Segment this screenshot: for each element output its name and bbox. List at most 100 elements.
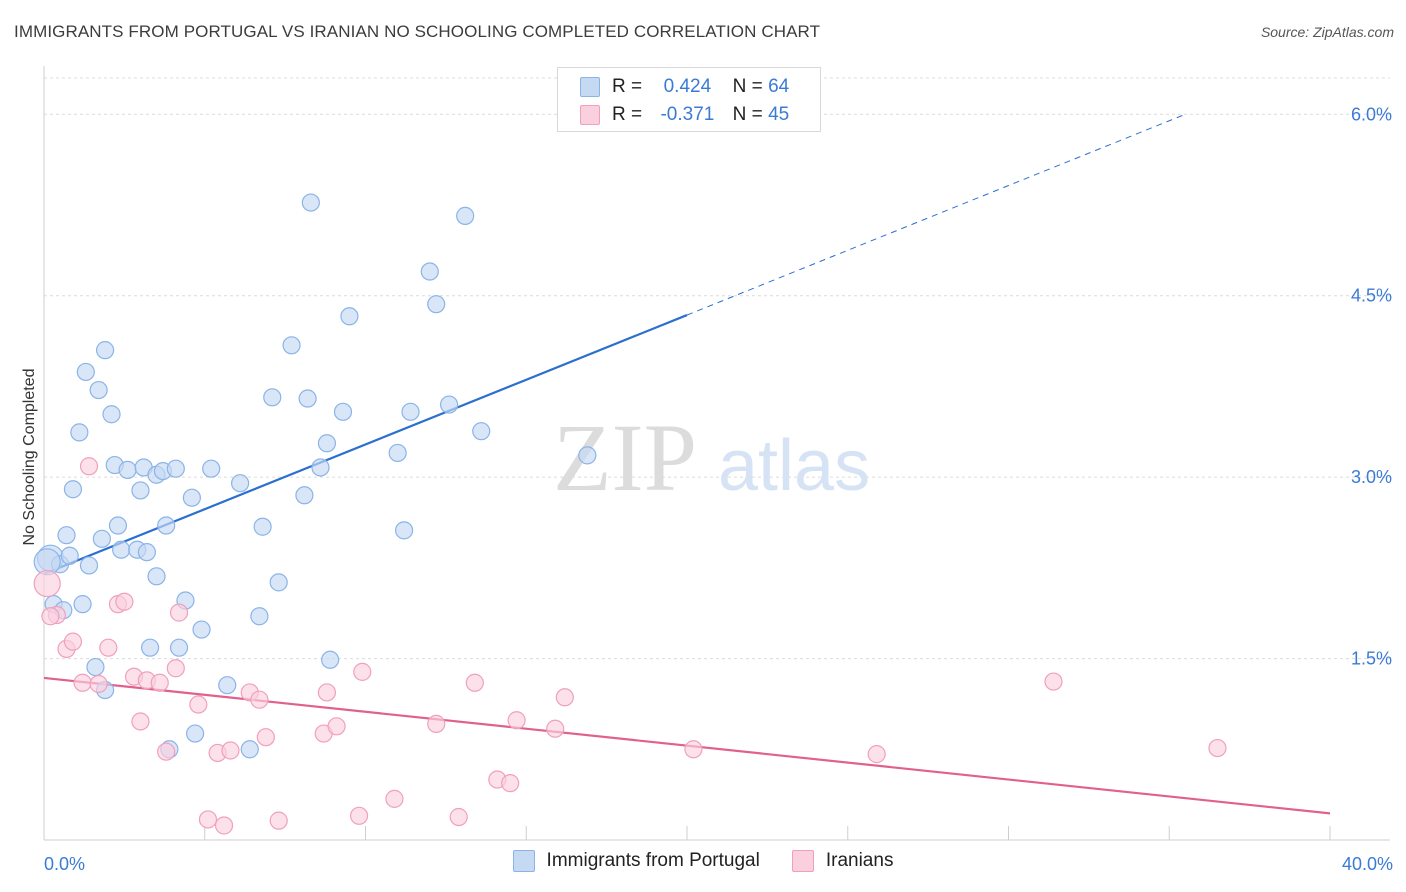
iranians-point: [198, 810, 218, 829]
r-value: -0.371: [660, 104, 715, 125]
portugal-point: [118, 460, 137, 479]
portugal-point: [147, 567, 166, 586]
portugal-point: [456, 206, 475, 225]
portugal-point: [137, 543, 156, 562]
portugal-point: [140, 638, 160, 657]
r-label: R =: [612, 104, 643, 125]
legend-label-iranians: Iranians: [825, 850, 894, 871]
iranians-legend-swatch: [791, 850, 814, 872]
portugal-point: [92, 529, 111, 548]
iranians-point: [214, 816, 234, 835]
iranians-point: [385, 789, 404, 808]
portugal-point: [295, 486, 314, 505]
chart-title: IMMIGRANTS FROM PORTUGAL VS IRANIAN NO S…: [14, 22, 821, 41]
legend-label-portugal: Immigrants from Portugal: [546, 850, 760, 871]
tick-labels: 1.5% 3.0% 4.5% 6.0% 0.0% 40.0%: [44, 104, 1393, 874]
iranians-point: [189, 695, 208, 714]
iranians-point: [555, 688, 574, 707]
iranians-point: [427, 714, 446, 733]
portugal-point: [63, 480, 83, 499]
portugal-trend-extension: [686, 113, 1186, 316]
portugal-point: [394, 521, 414, 540]
y-tick-label: 6.0%: [1351, 104, 1392, 124]
portugal-point: [388, 443, 407, 463]
iranians-point: [327, 717, 346, 736]
iranians-point: [221, 741, 240, 760]
portugal-point: [89, 380, 108, 400]
iranians-point: [546, 719, 565, 738]
portugal-point: [301, 193, 320, 212]
portugal-point: [231, 474, 250, 493]
portugal-point: [218, 676, 237, 695]
iranians-point: [250, 690, 269, 709]
legend-item-portugal: Immigrants from Portugal: [512, 850, 760, 872]
portugal-point: [192, 620, 211, 639]
n-label: N =: [732, 76, 763, 97]
portugal-point: [269, 573, 288, 592]
x-tick-label: 0.0%: [44, 854, 85, 874]
n-value: 45: [768, 104, 790, 125]
watermark-zip: ZIP: [553, 404, 697, 511]
portugal-point: [439, 395, 459, 414]
portugal-swatch: [580, 77, 600, 97]
stats-legend: R = 0.424 N = 64 R = -0.371 N = 45: [557, 67, 821, 132]
y-tick-label: 4.5%: [1351, 286, 1392, 306]
iranians-point: [63, 632, 83, 651]
legend-item-iranians: Iranians: [791, 850, 894, 872]
portugal-point: [73, 595, 92, 614]
r-label: R =: [612, 76, 643, 97]
portugal-point: [70, 423, 89, 442]
portugal-point: [401, 402, 420, 421]
portugal-point: [472, 422, 491, 441]
iranians-swatch: [580, 105, 600, 125]
iranians-point: [465, 673, 484, 692]
iranians-point: [349, 806, 369, 825]
portugal-point: [250, 607, 269, 626]
iranians-point: [684, 740, 703, 759]
iranians-point: [115, 592, 134, 611]
iranians-point: [99, 638, 118, 657]
iranians-point: [73, 673, 92, 692]
x-tick-label: 40.0%: [1342, 854, 1393, 874]
data-points: [33, 193, 1227, 835]
portugal-point: [86, 657, 105, 677]
legend-row-iranians: R = -0.371 N = 45: [580, 101, 789, 129]
iranians-point: [501, 774, 520, 793]
portugal-point: [202, 459, 221, 478]
iranians-point: [1208, 738, 1227, 758]
portugal-point: [298, 389, 317, 408]
portugal-point: [182, 488, 201, 507]
portugal-point: [253, 517, 272, 536]
portugal-point: [317, 434, 337, 453]
portugal-point: [311, 458, 330, 477]
iranians-point: [41, 607, 60, 626]
portugal-point: [321, 650, 340, 669]
portugal-point: [112, 540, 131, 559]
legend-row-portugal: R = 0.424 N = 64: [580, 73, 789, 101]
watermark-atlas: atlas: [718, 426, 870, 506]
iranians-point: [269, 811, 288, 830]
portugal-point: [578, 446, 597, 465]
portugal-point: [263, 388, 282, 407]
portugal-point: [333, 402, 353, 421]
y-tick-label: 3.0%: [1351, 467, 1392, 487]
iranians-point: [867, 745, 886, 764]
portugal-point: [102, 405, 121, 424]
portugal-point: [166, 459, 185, 478]
iranians-point: [33, 569, 61, 598]
iranians-point: [131, 712, 150, 731]
iranians-point: [507, 711, 526, 730]
portugal-point: [131, 481, 150, 500]
portugal-legend-swatch: [512, 850, 535, 872]
grid-lines: [44, 77, 1390, 660]
iranians-point: [169, 603, 189, 622]
portugal-point: [79, 556, 99, 575]
portugal-point: [420, 262, 439, 281]
portugal-point: [340, 307, 359, 326]
r-value: 0.424: [663, 76, 712, 97]
portugal-point: [95, 341, 115, 360]
source-label: Source: ZipAtlas.com: [1260, 24, 1394, 40]
portugal-point: [60, 546, 79, 565]
iranians-point: [150, 673, 169, 692]
